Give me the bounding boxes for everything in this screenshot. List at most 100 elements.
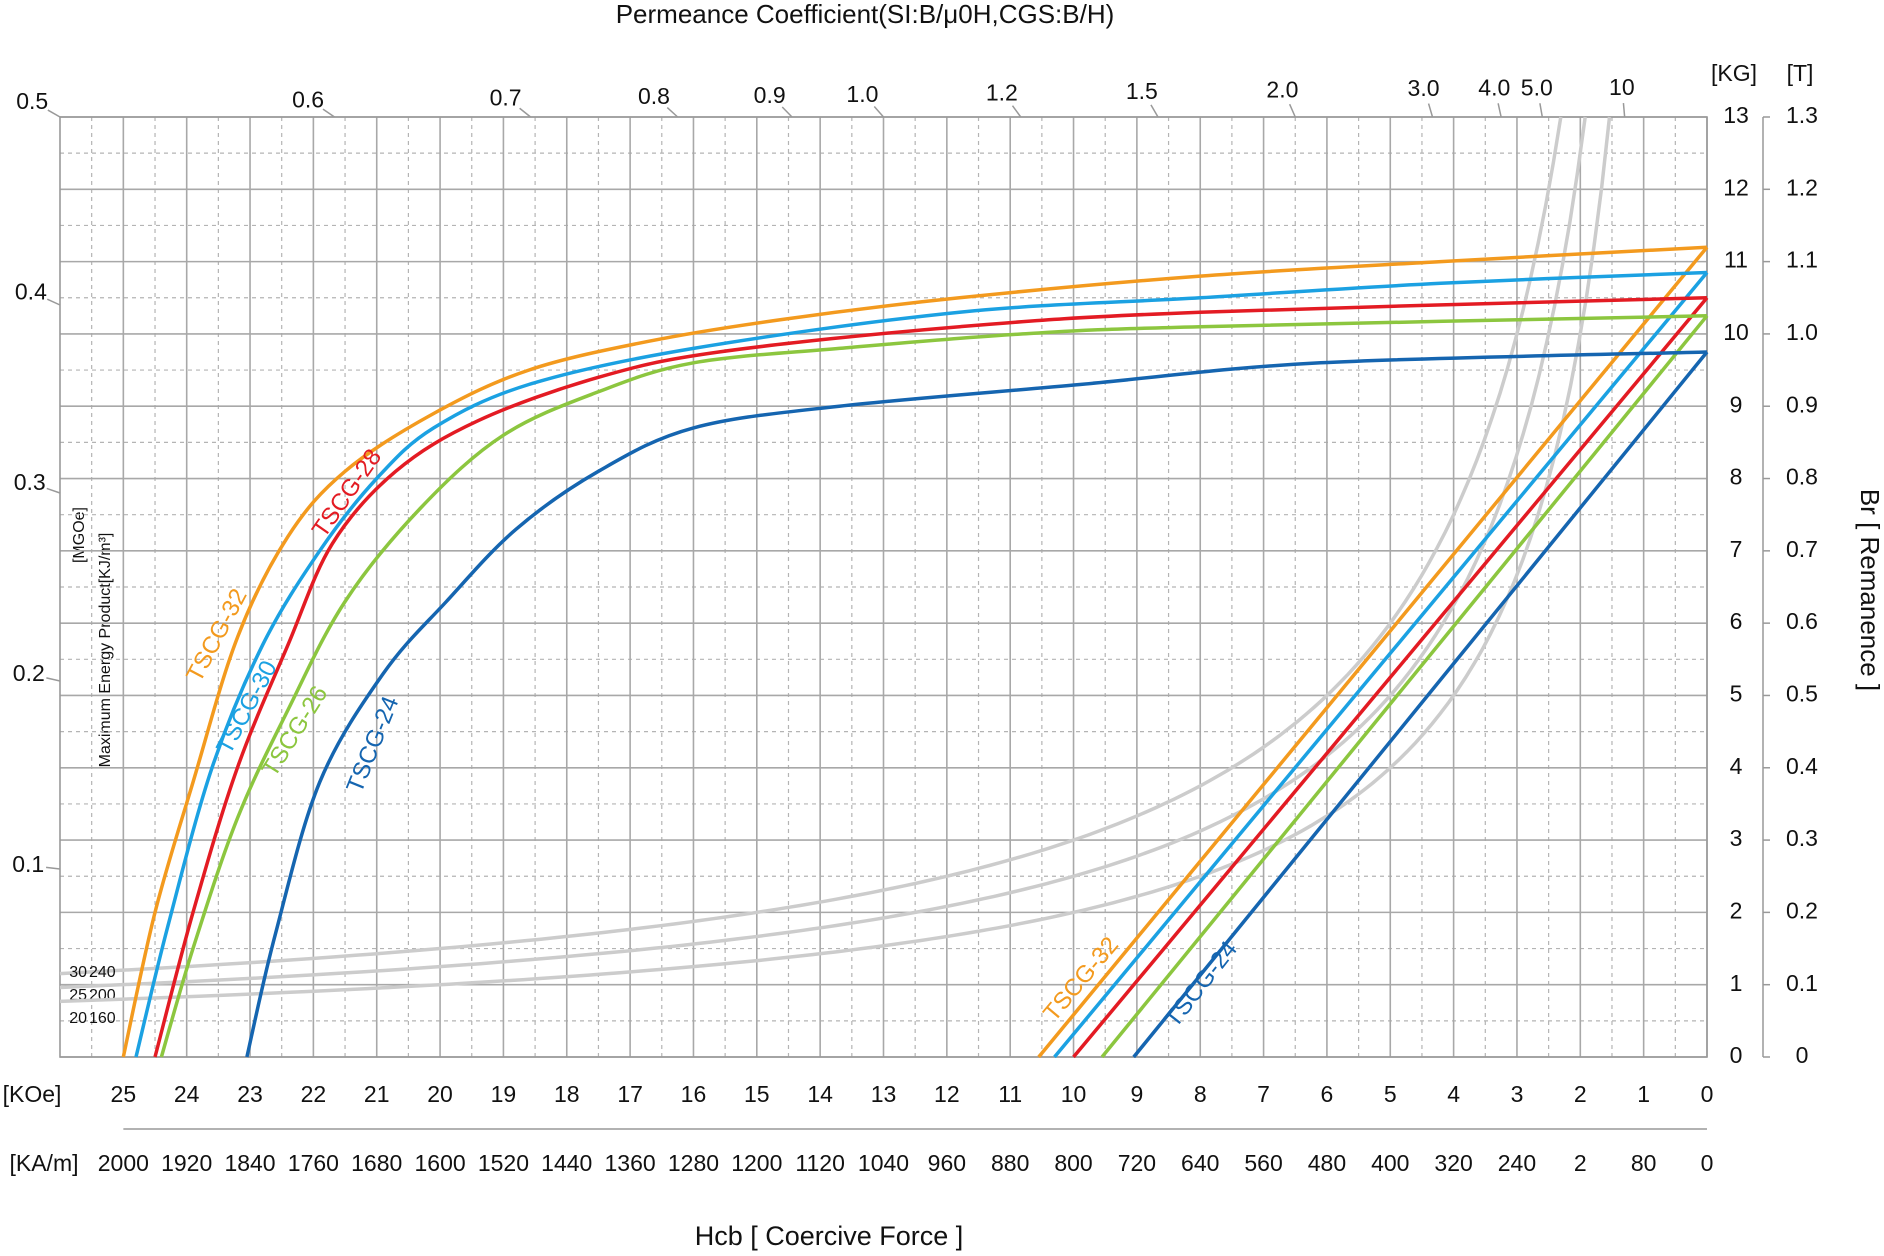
x-tick-label: 16 — [681, 1081, 707, 1107]
y2-tick-label: 0.1 — [1786, 970, 1818, 996]
y2-tick-label: 1.3 — [1786, 102, 1818, 128]
pc-tick — [1539, 103, 1544, 118]
pc-tick — [1150, 104, 1159, 118]
x2-tick-label: 640 — [1181, 1150, 1219, 1176]
x-tick-label: 23 — [237, 1081, 263, 1107]
y-tick-label: 6 — [1730, 608, 1743, 634]
bh-contour — [59, 116, 1587, 990]
pc-label: 1.5 — [1126, 78, 1158, 104]
pc-tick — [46, 677, 61, 682]
intrinsic-curve — [245, 350, 1708, 1058]
x-tick-label: 3 — [1511, 1081, 1524, 1107]
pc-tick — [46, 487, 61, 494]
pc-label: 1.0 — [846, 81, 878, 107]
pc-label: 0.8 — [638, 83, 670, 109]
pc-tick — [46, 866, 61, 870]
x2-tick-label: 1440 — [541, 1150, 592, 1176]
x2-tick-label: 320 — [1434, 1150, 1472, 1176]
pc-label: 0.9 — [754, 82, 786, 108]
y2-tick-label: 0.2 — [1786, 897, 1818, 923]
y2-tick-label: 0.3 — [1786, 825, 1818, 851]
bh-contour-mgoe: 30 — [69, 964, 87, 981]
y-tick-label: 11 — [1724, 247, 1748, 273]
x-tick-label: 9 — [1130, 1081, 1143, 1107]
pc-label: 2.0 — [1266, 76, 1298, 102]
x-unit: [KOe] — [3, 1081, 62, 1107]
x2-tick-label: 80 — [1631, 1150, 1657, 1176]
x-tick-label: 4 — [1447, 1081, 1460, 1107]
pc-tick — [519, 107, 532, 118]
x-tick-label: 8 — [1194, 1081, 1207, 1107]
x-tick-label: 15 — [744, 1081, 770, 1107]
x-tick-label: 22 — [301, 1081, 327, 1107]
x2-tick-label: 2 — [1574, 1150, 1587, 1176]
pc-label: 10 — [1609, 74, 1635, 100]
normal-curve — [1132, 350, 1709, 1059]
pc-tick — [47, 109, 61, 118]
x2-tick-label: 560 — [1244, 1150, 1282, 1176]
y2-tick-label: 0.7 — [1786, 536, 1818, 562]
x-tick-label: 18 — [554, 1081, 580, 1107]
intrinsic-curve — [159, 314, 1708, 1058]
x2-tick-label: 1520 — [478, 1150, 529, 1176]
x-tick-label: 2 — [1574, 1081, 1587, 1107]
pc-label: 5.0 — [1521, 74, 1553, 100]
x2-tick-label: 1280 — [668, 1150, 719, 1176]
y-tick-label: 4 — [1730, 753, 1743, 779]
x2-tick-label: 480 — [1308, 1150, 1346, 1176]
x2-tick-label: 1120 — [795, 1150, 844, 1176]
x-axis-label: Hcb [ Coercive Force ] — [695, 1221, 964, 1251]
x2-tick-label: 720 — [1118, 1150, 1156, 1176]
y-tick-label: 13 — [1723, 102, 1749, 128]
y2-tick-label: 0.9 — [1786, 391, 1818, 417]
x2-tick-label: 240 — [1498, 1150, 1536, 1176]
x-tick-label: 19 — [491, 1081, 517, 1107]
pc-tick — [666, 107, 679, 118]
pc-label: 0.6 — [292, 86, 324, 112]
bh-unit: [MGOe] — [71, 507, 88, 563]
normal-curve — [1072, 296, 1709, 1059]
pc-tick — [1622, 102, 1626, 118]
normal-curve — [1037, 246, 1709, 1059]
pc-label: 0.3 — [14, 469, 46, 495]
normal-curve — [1053, 271, 1709, 1059]
bh-contour-kjm3: 240 — [89, 964, 116, 981]
x2-tick-label: 880 — [991, 1150, 1029, 1176]
x-tick-label: 12 — [934, 1081, 960, 1107]
x2-unit: [KA/m] — [9, 1150, 78, 1176]
x-tick-label: 1 — [1637, 1081, 1650, 1107]
y-tick-label: 12 — [1723, 174, 1749, 200]
intrinsic-curve — [153, 296, 1708, 1058]
bh-label: Maximum Energy Product[KJ/m³] — [97, 533, 114, 768]
y2-unit: [T] — [1787, 60, 1814, 86]
y2-tick-label: 1.1 — [1786, 247, 1818, 273]
x2-tick-label: 2000 — [98, 1150, 149, 1176]
y2-axis-label: Br [ Remanence ] — [1855, 489, 1884, 691]
x2-tick-label: 1840 — [224, 1150, 275, 1176]
x-tick-label: 6 — [1321, 1081, 1334, 1107]
pc-tick — [1497, 103, 1502, 118]
x2-tick-label: 960 — [928, 1150, 966, 1176]
pc-tick — [1427, 103, 1434, 118]
x-tick-label: 0 — [1701, 1081, 1714, 1107]
y2-tick-label: 0.5 — [1786, 681, 1818, 707]
y2-tick-label: 1.2 — [1786, 174, 1818, 200]
x-tick-label: 14 — [807, 1081, 833, 1107]
x2-tick-label: 400 — [1371, 1150, 1409, 1176]
pc-tick — [46, 298, 61, 306]
y-tick-label: 9 — [1730, 391, 1743, 417]
bh-contour-mgoe: 20 — [69, 1010, 87, 1027]
y-tick-label: 5 — [1730, 681, 1743, 707]
x2-tick-label: 1920 — [161, 1150, 212, 1176]
y-tick-label: 2 — [1730, 897, 1743, 923]
x-tick-label: 11 — [998, 1081, 1022, 1107]
x-tick-label: 7 — [1257, 1081, 1270, 1107]
pc-label: 3.0 — [1408, 75, 1440, 101]
x2-tick-label: 1600 — [414, 1150, 465, 1176]
pc-tick — [1288, 103, 1296, 118]
x-tick-label: 20 — [427, 1081, 453, 1107]
x-tick-label: 10 — [1061, 1081, 1087, 1107]
x2-tick-label: 800 — [1054, 1150, 1092, 1176]
pc-label: 0.1 — [12, 851, 44, 877]
